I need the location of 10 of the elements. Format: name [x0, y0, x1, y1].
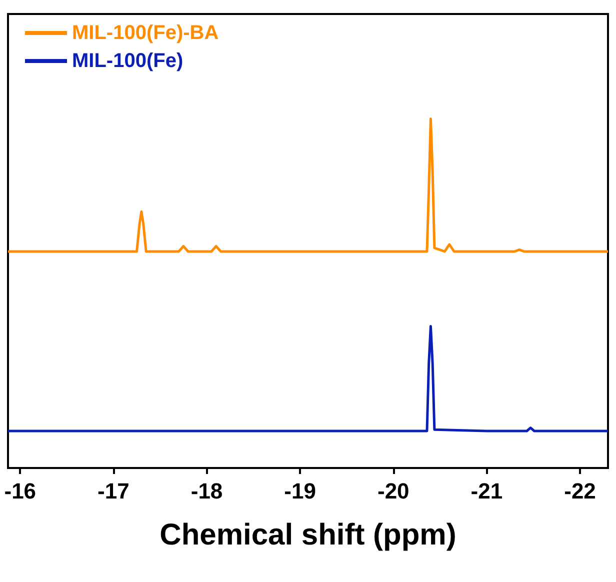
legend-label: MIL-100(Fe)-BA	[72, 22, 219, 44]
legend-label: MIL-100(Fe)	[72, 50, 184, 72]
x-tick-label: -21	[470, 478, 503, 504]
x-tick-label: -18	[190, 478, 223, 504]
x-axis-title: Chemical shift (ppm)	[160, 518, 456, 552]
x-tick-label: -20	[377, 478, 410, 504]
x-tick-label: -17	[98, 478, 130, 504]
x-tick-label: -16	[4, 478, 36, 504]
x-tick-label: -19	[284, 478, 316, 504]
x-tick-label: -22	[564, 478, 596, 504]
